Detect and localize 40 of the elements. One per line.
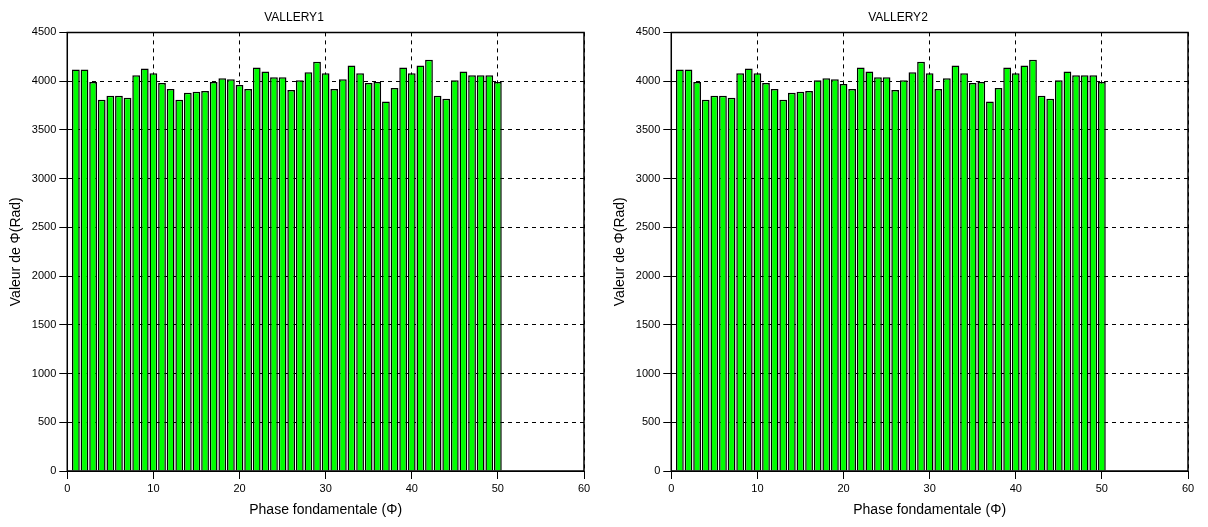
x-tick-label: 40 (1009, 481, 1022, 494)
x-tick-label: 50 (1095, 481, 1108, 494)
y-tick-label: 0 (50, 464, 57, 477)
x-tick-label: 30 (319, 481, 332, 494)
y-tick-label: 3500 (31, 122, 57, 135)
y-tick-label: 500 (37, 415, 57, 428)
y-tick-label: 1500 (635, 317, 661, 330)
x-tick-label: 20 (233, 481, 246, 494)
x-tick-label: 20 (837, 481, 850, 494)
y-tick-label: 2500 (31, 220, 57, 233)
x-tick-label: 40 (405, 481, 418, 494)
y-axis-title: Valeur de Φ(Rad) (7, 197, 24, 307)
x-tick-label: 10 (147, 481, 160, 494)
y-axis-title: Valeur de Φ(Rad) (611, 197, 628, 307)
x-tick-label: 60 (577, 481, 591, 494)
x-tick-label: 30 (923, 481, 936, 494)
x-tick-label: 60 (1181, 481, 1195, 494)
y-tick-label: 2000 (635, 269, 661, 282)
y-tick-label: 500 (641, 415, 661, 428)
chart-title: VALLERY2 (868, 9, 929, 24)
chart-title: VALLERY1 (264, 9, 325, 24)
x-tick-label: 0 (64, 481, 71, 494)
y-tick-label: 4000 (635, 74, 661, 87)
y-tick-label: 3000 (635, 171, 661, 184)
y-tick-label: 4500 (635, 25, 661, 38)
x-tick-label: 10 (751, 481, 764, 494)
y-tick-label: 4000 (31, 74, 57, 87)
x-tick-label: 50 (491, 481, 504, 494)
x-tick-label: 0 (668, 481, 675, 494)
y-tick-label: 2500 (635, 220, 661, 233)
y-tick-label: 2000 (31, 269, 57, 282)
x-axis-title: Phase fondamentale (Φ) (249, 501, 403, 518)
y-tick-label: 3500 (635, 122, 661, 135)
y-tick-label: 1000 (635, 366, 661, 379)
y-tick-label: 1000 (31, 366, 57, 379)
y-tick-label: 0 (654, 464, 661, 477)
y-tick-label: 1500 (31, 317, 57, 330)
x-axis-title: Phase fondamentale (Φ) (853, 501, 1007, 518)
y-tick-label: 3000 (31, 171, 57, 184)
y-tick-label: 4500 (31, 25, 57, 38)
